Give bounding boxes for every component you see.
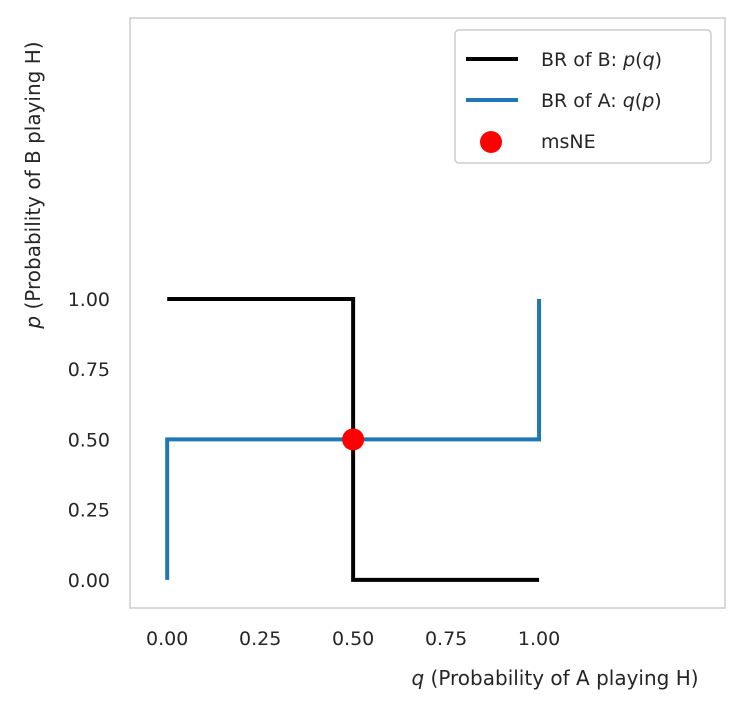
y-axis-label-var: p	[21, 316, 45, 330]
legend-label-msne: msNE	[541, 131, 596, 153]
plot-area-frame	[129, 17, 726, 609]
y-tick-label: 0.50	[68, 429, 110, 451]
msne-point	[342, 428, 365, 451]
y-tick-label: 1.00	[68, 289, 110, 311]
legend-label-br-a-open: (	[635, 90, 642, 112]
legend: BR of B: p(q) BR of A: q(p) msNE	[454, 29, 712, 164]
x-tick-label: 0.50	[332, 628, 374, 650]
legend-marker-msne	[480, 131, 502, 153]
legend-box	[454, 29, 712, 164]
y-axis-label: p (Probability of B playing H)	[21, 41, 45, 329]
legend-label-br-b-close: )	[655, 49, 662, 71]
legend-label-br-a-prefix: BR of A:	[541, 90, 623, 112]
y-axis-label-text: (Probability of B playing H)	[21, 41, 45, 315]
legend-label-br-b: BR of B: p(q)	[541, 49, 662, 71]
x-tick-label: 0.00	[146, 628, 188, 650]
legend-label-br-a-var2: p	[641, 90, 654, 112]
y-tick-label: 0.75	[68, 359, 110, 381]
legend-label-br-b-open: (	[635, 49, 642, 71]
y-tick-label: 0.00	[68, 570, 110, 592]
x-axis-label: q (Probability of A playing H)	[411, 666, 698, 690]
points-layer	[342, 428, 365, 451]
y-tick-labels: 0.00 0.25 0.50 0.75 1.00	[68, 289, 110, 592]
legend-label-br-b-prefix: BR of B:	[541, 49, 623, 71]
x-tick-label: 0.25	[239, 628, 281, 650]
legend-label-br-a: BR of A: q(p)	[541, 90, 662, 112]
x-tick-label: 1.00	[518, 628, 560, 650]
y-tick-label: 0.25	[68, 500, 110, 522]
legend-label-br-a-var1: q	[623, 90, 635, 112]
x-tick-labels: 0.00 0.25 0.50 0.75 1.00	[146, 628, 560, 650]
x-tick-label: 0.75	[425, 628, 467, 650]
legend-label-br-b-var1: p	[622, 49, 635, 71]
legend-label-br-b-var2: q	[643, 49, 655, 71]
x-axis-label-var: q	[411, 666, 424, 690]
legend-label-br-a-close: )	[654, 90, 661, 112]
x-axis-label-text: (Probability of A playing H)	[424, 666, 698, 690]
